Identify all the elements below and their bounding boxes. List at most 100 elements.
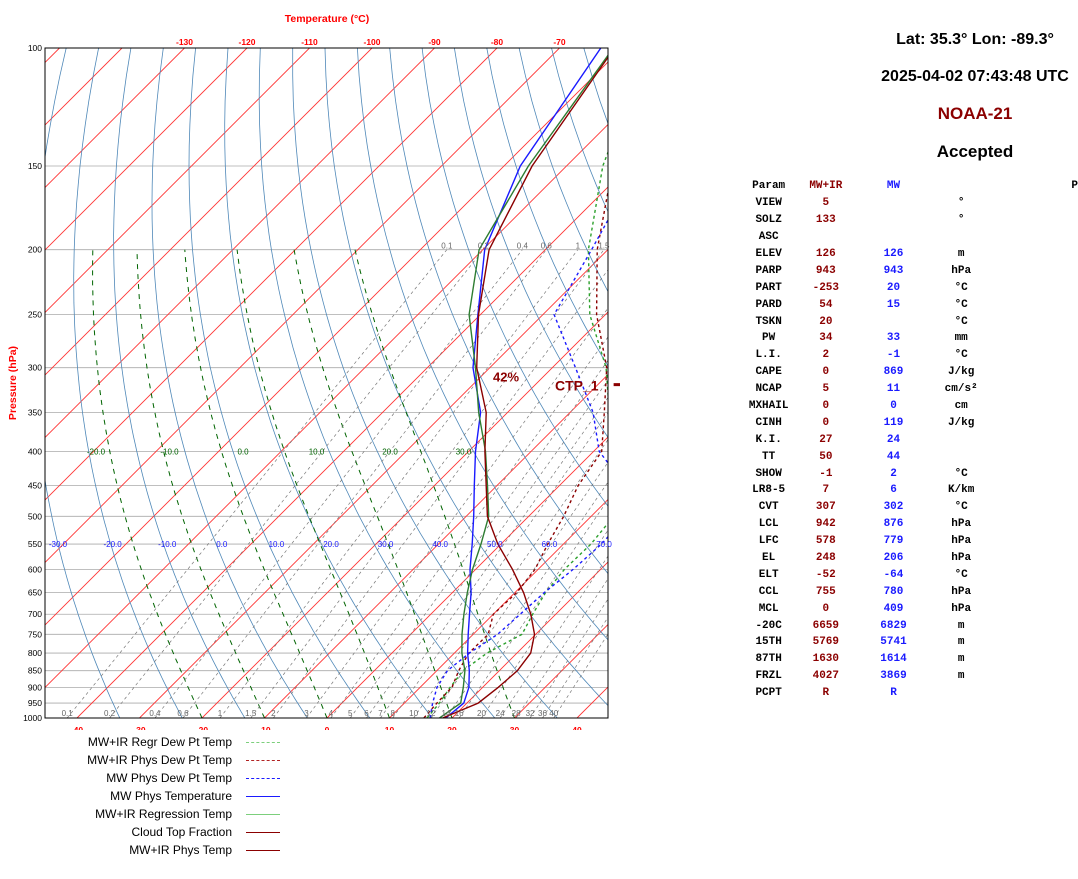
- isotherm-line: [45, 48, 373, 376]
- param-name: PARP: [755, 264, 782, 277]
- param-mw-value: 943: [883, 264, 904, 277]
- param-mwir-value: 248: [815, 552, 836, 565]
- mixing-ratio-line: [330, 336, 608, 718]
- mixing-ratio-bottom-label: 32: [526, 709, 535, 718]
- mixing-ratio-bottom-label: 14: [442, 709, 451, 718]
- param-name: CAPE: [755, 366, 782, 379]
- param-name: 87TH: [755, 653, 782, 666]
- params-row: CAPE 0 869 J/kg: [745, 364, 1078, 381]
- mixing-ratio-bottom-label: 0.4: [149, 709, 161, 718]
- param-units: [928, 229, 995, 246]
- x-tick-label-bottom: 40: [572, 725, 582, 730]
- pressure-tick-label: 600: [28, 564, 42, 574]
- mixing-ratio-line: [553, 633, 608, 718]
- mixing-ratio-bottom-label: 6: [364, 709, 369, 718]
- param-mw-value: 6829: [880, 619, 907, 632]
- x-tick-label-top: -110: [301, 37, 318, 47]
- params-row: LCL 942 876 hPa: [745, 516, 1078, 533]
- param-mwir-value: 50: [819, 450, 833, 463]
- mixing-ratio-bottom-label: 1.5: [245, 709, 257, 718]
- param-mw-value: 119: [883, 416, 904, 429]
- legend-label: MW+IR Regr Dew Pt Temp: [87, 735, 232, 749]
- params-row: LFC 578 779 hPa: [745, 533, 1078, 550]
- pressure-tick-label: 150: [28, 161, 42, 171]
- dry-adiabat-line: [73, 48, 183, 718]
- mixing-ratio-line: [349, 359, 608, 718]
- x-tick-label-bottom: -20: [196, 725, 209, 730]
- x-tick-label-top: -80: [491, 37, 504, 47]
- params-header-param: Param: [752, 180, 786, 193]
- mixing-ratio-bottom-label: 24: [496, 709, 505, 718]
- theta-e-label: 10.0: [309, 447, 325, 456]
- plot-area: [45, 48, 608, 718]
- mixing-ratio-bottom-label: 2: [271, 709, 276, 718]
- pressure-tick-label: 950: [28, 698, 42, 708]
- moist-adiabat-line: [92, 249, 203, 718]
- params-row: K.I. 27 24: [745, 431, 1078, 448]
- satellite-label: NOAA-21: [937, 104, 1013, 123]
- params-row: MXHAIL 0 0 cm: [745, 398, 1078, 415]
- pressure-tick-label: 900: [28, 682, 42, 692]
- mixing-ratio-top-label: 1.5: [598, 242, 610, 251]
- isotherm-line: [326, 436, 608, 718]
- params-table: Param MW+IR MW P VIEW 5 ° SOLZ 133 ° ASC ELEV 12…: [745, 178, 1078, 702]
- moist-adiabat-line: [136, 249, 265, 718]
- param-name: 15TH: [755, 636, 782, 649]
- x-tick-label-top: -120: [238, 37, 255, 47]
- params-row: ELEV 126 126 m: [745, 246, 1078, 263]
- x-tick-label-bottom: -40: [71, 725, 84, 730]
- param-units: hPa: [951, 535, 972, 548]
- param-mwir-value: 943: [815, 264, 836, 277]
- param-name: FRZL: [755, 670, 782, 683]
- param-units: m: [957, 653, 965, 666]
- legend-label: MW Phys Dew Pt Temp: [106, 771, 232, 785]
- pressure-tick-label: 400: [28, 446, 42, 456]
- param-units: cm/s²: [944, 383, 978, 396]
- theta-label: -20.0: [103, 540, 122, 549]
- isotherm-line: [45, 61, 608, 626]
- x-tick-label-bottom: 10: [385, 725, 395, 730]
- legend-swatch: [246, 796, 280, 797]
- mixing-ratio-bottom-label: 28: [512, 709, 521, 718]
- param-units: J/kg: [947, 416, 975, 429]
- moist-adiabat-line: [184, 249, 328, 718]
- mixing-ratio-top-label: 0.1: [441, 242, 453, 251]
- param-name: K.I.: [755, 433, 782, 446]
- chart-title: Temperature (°C): [285, 13, 370, 25]
- param-name: CVT: [758, 501, 779, 514]
- theta-label: 20.0: [323, 540, 339, 549]
- param-mwir-value: 307: [815, 501, 836, 514]
- param-units: hPa: [951, 602, 972, 615]
- param-mwir-value: 4027: [812, 670, 840, 683]
- param-mwir-value: 0: [822, 602, 830, 615]
- param-units: hPa: [951, 518, 972, 531]
- param-units: m: [957, 248, 965, 260]
- pressure-tick-label: 1000: [23, 713, 42, 723]
- param-units: °: [957, 214, 965, 227]
- x-tick-label-top: -130: [176, 37, 193, 47]
- param-mwir-value: 755: [815, 585, 836, 598]
- param-name: PART: [755, 281, 782, 294]
- theta-label: 70.0: [596, 540, 612, 549]
- mixing-ratio-line: [219, 249, 579, 718]
- param-name: L.I.: [755, 349, 782, 362]
- legend-item: MW Phys Temperature: [40, 788, 280, 806]
- params-row: L.I. 2 -1 °C: [745, 347, 1078, 364]
- cloud-top-label: CTP_1: [555, 378, 599, 394]
- params-row: CCL 755 780 hPa: [745, 583, 1078, 600]
- mixing-ratio-bottom-label: 0.2: [104, 709, 116, 718]
- params-header-p: P: [1071, 180, 1078, 193]
- legend-item: Cloud Top Fraction: [40, 824, 280, 842]
- param-mwir-value: R: [822, 687, 830, 700]
- dry-adiabat-line: [421, 48, 608, 507]
- params-row: PARD 54 15 °C: [745, 296, 1078, 313]
- params-row: ASC: [745, 229, 1078, 246]
- param-units: cm: [954, 400, 968, 413]
- param-units: K/km: [947, 484, 975, 497]
- moist-adiabat-line: [354, 249, 515, 718]
- mixing-ratio-line: [430, 461, 608, 718]
- param-units: m: [957, 619, 965, 632]
- isotherm-line: [45, 48, 498, 501]
- pressure-tick-label: 700: [28, 609, 42, 619]
- params-row: LR8-5 7 6 K/km: [745, 482, 1078, 499]
